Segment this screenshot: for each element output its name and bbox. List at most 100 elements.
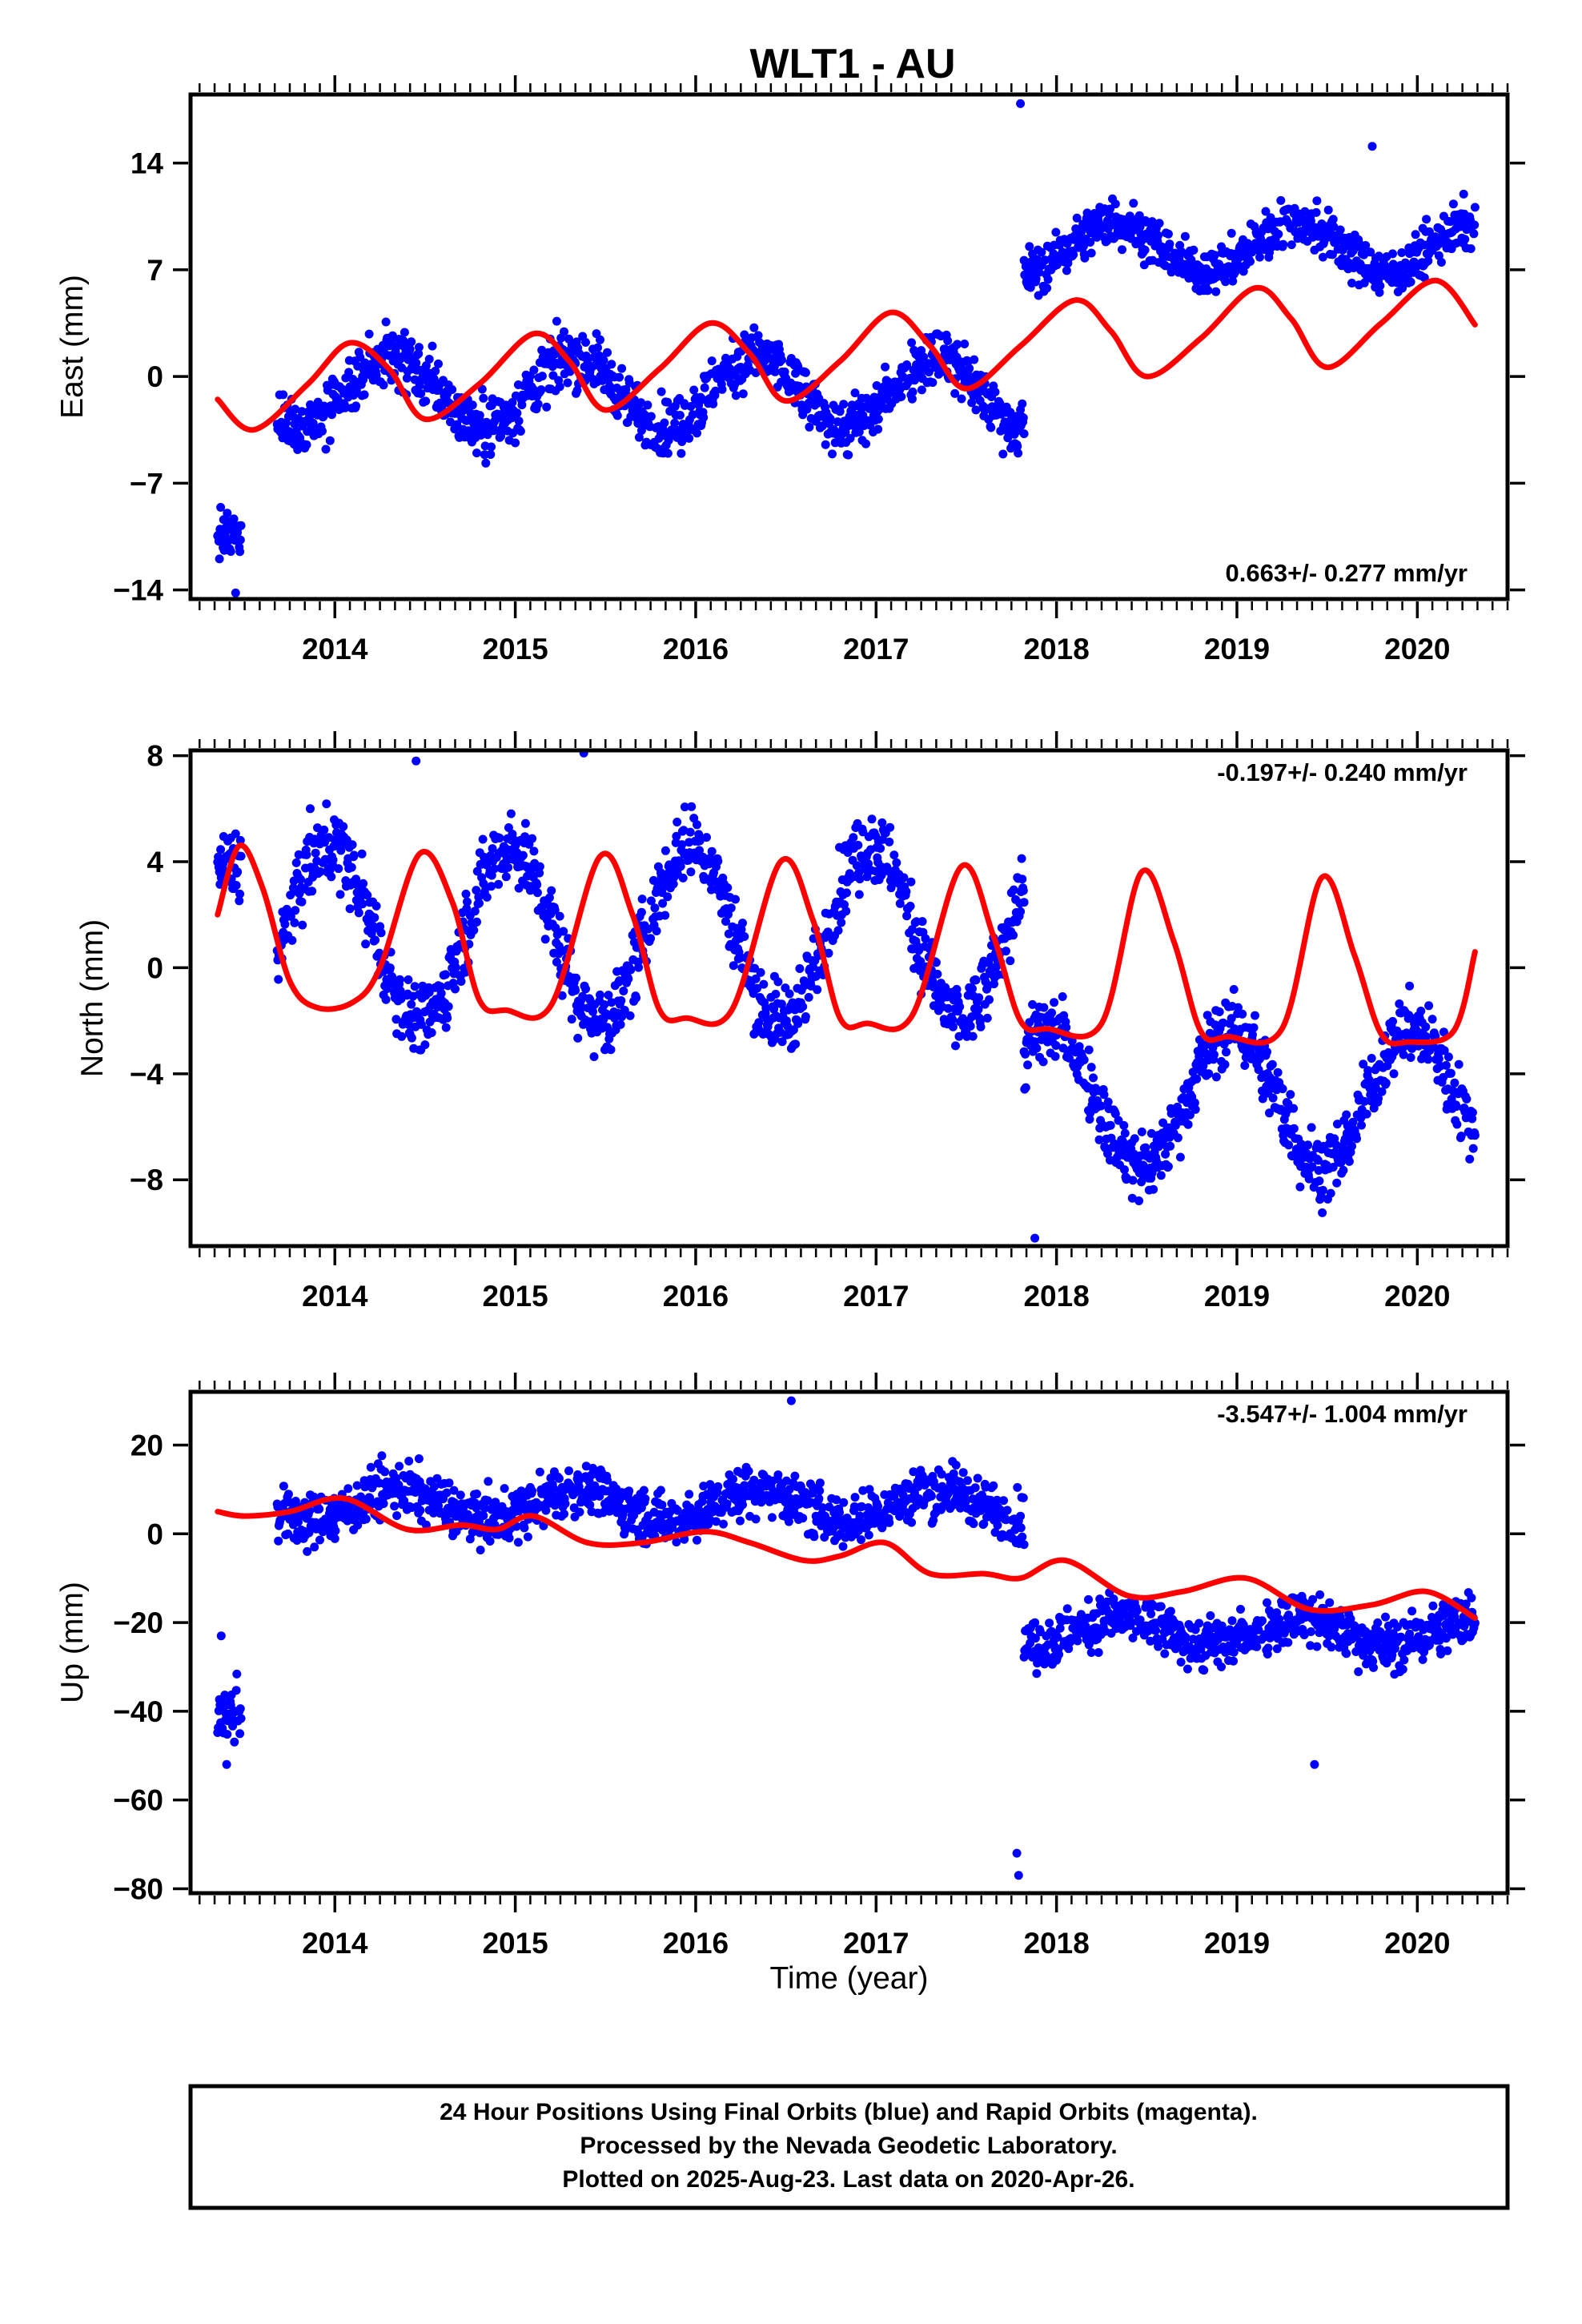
data-point [616,996,626,1005]
data-point [693,1535,701,1545]
data-point [620,1006,629,1015]
data-point [345,904,355,914]
data-point [1165,239,1174,249]
data-point [616,1019,625,1029]
data-point [650,903,660,913]
data-point [236,521,246,530]
data-point [1062,1604,1072,1614]
data-point [407,337,416,347]
data-point [416,1506,425,1515]
data-point [953,340,962,349]
data-point [974,993,984,1003]
data-point [1209,1050,1219,1059]
data-point [436,988,446,998]
data-point [646,412,656,421]
data-point [1062,1023,1071,1032]
data-point [235,1704,245,1714]
data-point [1154,219,1164,228]
data-point [1318,1208,1327,1217]
x-tick-label: 2019 [1204,1280,1270,1313]
data-point [889,850,899,860]
data-point [1366,247,1375,257]
data-point [1132,1606,1142,1615]
data-point [1251,1011,1259,1020]
data-point [287,935,297,945]
data-point [1215,1007,1224,1016]
data-point [456,1490,465,1500]
data-point [1406,277,1415,287]
data-point [699,412,709,422]
data-point [673,818,682,826]
data-point [854,427,864,436]
data-point [564,1466,573,1476]
data-point [855,875,865,884]
data-point [1058,992,1067,1001]
data-point [1054,1650,1064,1659]
data-point [1459,189,1468,199]
data-point [968,1031,978,1041]
data-point [344,368,354,377]
data-point [1267,1059,1277,1069]
data-point [713,1482,723,1491]
data-point [873,424,883,434]
x-tick-label: 2019 [1204,633,1270,665]
data-point [1381,1078,1391,1088]
data-point [754,1018,764,1027]
data-point [1312,196,1322,206]
data-point [873,414,883,424]
outlier-point [1016,99,1026,108]
data-point [226,547,235,557]
data-point [672,831,681,841]
x-tick-label: 2014 [302,633,368,665]
data-point [233,867,243,877]
data-point [528,834,537,843]
data-point [535,862,544,871]
data-point [658,899,668,908]
data-point [1295,1182,1305,1192]
data-point [1255,252,1264,262]
data-point [656,1486,665,1495]
data-points [213,1396,1480,1880]
data-point [495,834,504,842]
data-point [1192,1074,1202,1084]
data-point [1016,907,1026,916]
data-point [835,1508,844,1518]
data-point [560,327,568,336]
data-point [231,829,240,838]
figure-title: WLT1 - AU [749,41,955,87]
data-point [1315,1176,1324,1186]
data-point [759,979,769,989]
tick-marks [173,731,1525,1265]
data-point [943,1003,953,1013]
data-point [958,1468,968,1478]
data-point [999,1496,1008,1506]
data-point [487,442,496,452]
data-point [1229,985,1239,994]
data-point [1470,1131,1480,1140]
data-point [965,364,974,373]
outlier-point [412,756,421,766]
data-point [676,862,685,871]
data-point [235,889,245,899]
rate-label: -0.197+/- 0.240 mm/yr [1217,758,1468,786]
data-point [624,974,633,983]
x-tick-label: 2018 [1023,1280,1089,1313]
data-point [1189,245,1199,255]
data-point [235,896,244,906]
data-point [532,880,542,890]
data-point [452,420,462,429]
data-point [514,883,524,893]
data-point [842,888,851,898]
data-point [751,974,761,983]
data-point [370,913,379,923]
data-point [1173,1133,1182,1143]
data-point [686,402,696,411]
data-point [1160,1649,1170,1659]
data-point [636,398,646,408]
x-tick-label: 2020 [1384,633,1450,665]
data-point [328,855,338,865]
data-point [773,977,783,987]
data-point [1051,1041,1061,1050]
data-point [518,850,528,860]
data-point [809,1532,819,1542]
